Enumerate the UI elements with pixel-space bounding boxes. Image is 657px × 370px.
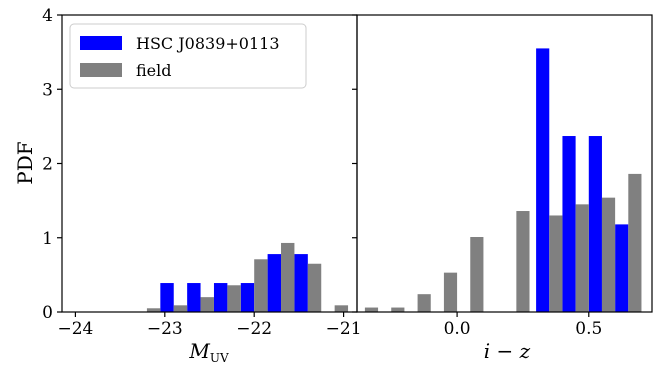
- right-field-bar-4: [470, 237, 484, 312]
- left-panel-ticks: −24 −23 −22 −21 0 1 2 3 4: [42, 6, 361, 339]
- right-hsc-bar-1: [562, 136, 576, 312]
- left-field-bar-2: [200, 297, 214, 312]
- left-field-bar-0: [146, 308, 161, 312]
- right-field-bar-10: [628, 173, 642, 312]
- legend-label-hsc: HSC J0839+0113: [136, 34, 280, 53]
- right-field-bar-0: [364, 307, 379, 312]
- y-axis-label: PDF: [13, 141, 37, 184]
- right-field-bar-9: [601, 197, 616, 312]
- right-hsc-bar-0: [536, 48, 550, 312]
- left-field-bar-5: [281, 242, 295, 312]
- left-field-bar-1: [173, 305, 188, 312]
- left-field-bar-7: [334, 305, 349, 312]
- left-hsc-bar-3: [240, 283, 255, 312]
- y-tick-label-2: 2: [42, 155, 53, 175]
- right-field-bar-3: [443, 272, 458, 312]
- left-x-tick-label-3: −21: [326, 319, 362, 339]
- left-field-bar-3: [227, 285, 241, 312]
- right-x-tick-label-0: 0.0: [444, 319, 471, 339]
- right-field-bar-8: [575, 204, 589, 312]
- right-x-axis-label: i − z: [484, 339, 531, 363]
- legend: HSC J0839+0113 field: [69, 23, 307, 89]
- y-tick-label-0: 0: [42, 303, 53, 323]
- right-field-bar-2: [417, 294, 431, 312]
- left-field-bar-4: [254, 259, 268, 312]
- legend-box: [69, 23, 307, 89]
- right-panel-ticks: 0.0 0.5: [352, 14, 602, 339]
- left-panel-bars: [146, 242, 349, 312]
- right-x-tick-label-1: 0.5: [575, 319, 602, 339]
- y-tick-label-1: 1: [42, 229, 53, 249]
- right-field-bar-6: [516, 211, 530, 312]
- left-x-tick-label-0: −24: [57, 319, 93, 339]
- right-field-bar-1: [391, 307, 405, 312]
- left-hsc-bar-0: [160, 283, 174, 312]
- legend-swatch-field: [80, 63, 122, 77]
- y-tick-label-3: 3: [42, 80, 53, 100]
- left-hsc-bar-2: [213, 283, 228, 312]
- left-x-tick-label-2: −22: [236, 319, 272, 339]
- left-hsc-bar-5: [294, 254, 308, 312]
- left-hsc-bar-1: [187, 283, 201, 312]
- left-x-axis-label: MUV: [188, 339, 229, 365]
- right-hsc-bar-2: [588, 136, 602, 312]
- left-hsc-bar-4: [267, 254, 282, 312]
- legend-swatch-hsc: [80, 36, 122, 50]
- left-field-bar-6: [307, 263, 322, 312]
- right-panel-bars: [364, 48, 642, 312]
- left-x-axis-label-main: M: [188, 339, 210, 363]
- right-field-bar-7: [549, 215, 563, 312]
- left-x-tick-label-1: −23: [147, 319, 183, 339]
- legend-label-field: field: [136, 61, 172, 80]
- left-x-axis-label-sub: UV: [210, 351, 229, 365]
- y-tick-label-4: 4: [42, 6, 53, 26]
- right-hsc-bar-3: [615, 224, 629, 312]
